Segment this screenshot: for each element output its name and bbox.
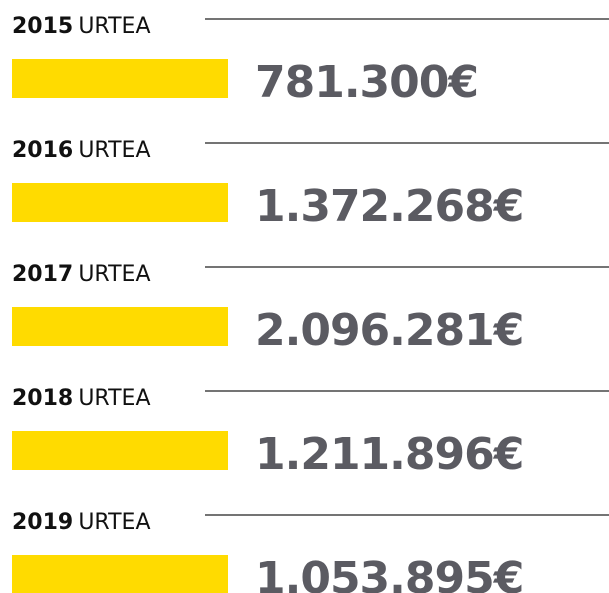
year: 2017 <box>12 262 73 287</box>
year-heading: 2016 URTEA <box>12 138 151 163</box>
yellow-bar <box>12 555 228 593</box>
year-heading: 2015 URTEA <box>12 14 151 39</box>
year-block: 2015 URTEA 781.300€ <box>12 14 609 108</box>
year-label: URTEA <box>78 138 150 163</box>
amount: 1.372.268€ <box>255 181 523 232</box>
year-block: 2018 URTEA 1.211.896€ <box>12 386 609 480</box>
amount: 1.053.895€ <box>255 553 523 593</box>
year-block: 2017 URTEA 2.096.281€ <box>12 262 609 356</box>
year: 2018 <box>12 386 73 411</box>
yellow-bar <box>12 183 228 222</box>
year: 2015 <box>12 14 73 39</box>
year-block: 2019 URTEA 1.053.895€ <box>12 510 609 593</box>
year-heading: 2019 URTEA <box>12 510 151 535</box>
year-heading: 2018 URTEA <box>12 386 151 411</box>
year-label: URTEA <box>78 14 150 39</box>
amount: 781.300€ <box>255 57 478 108</box>
year-label: URTEA <box>78 510 150 535</box>
year: 2016 <box>12 138 73 163</box>
year: 2019 <box>12 510 73 535</box>
year-label: URTEA <box>78 386 150 411</box>
amount: 1.211.896€ <box>255 429 523 480</box>
year-heading: 2017 URTEA <box>12 262 151 287</box>
year-block: 2016 URTEA 1.372.268€ <box>12 138 609 232</box>
yellow-bar <box>12 431 228 470</box>
amount: 2.096.281€ <box>255 305 523 356</box>
year-label: URTEA <box>78 262 150 287</box>
yellow-bar <box>12 307 228 346</box>
yellow-bar <box>12 59 228 98</box>
